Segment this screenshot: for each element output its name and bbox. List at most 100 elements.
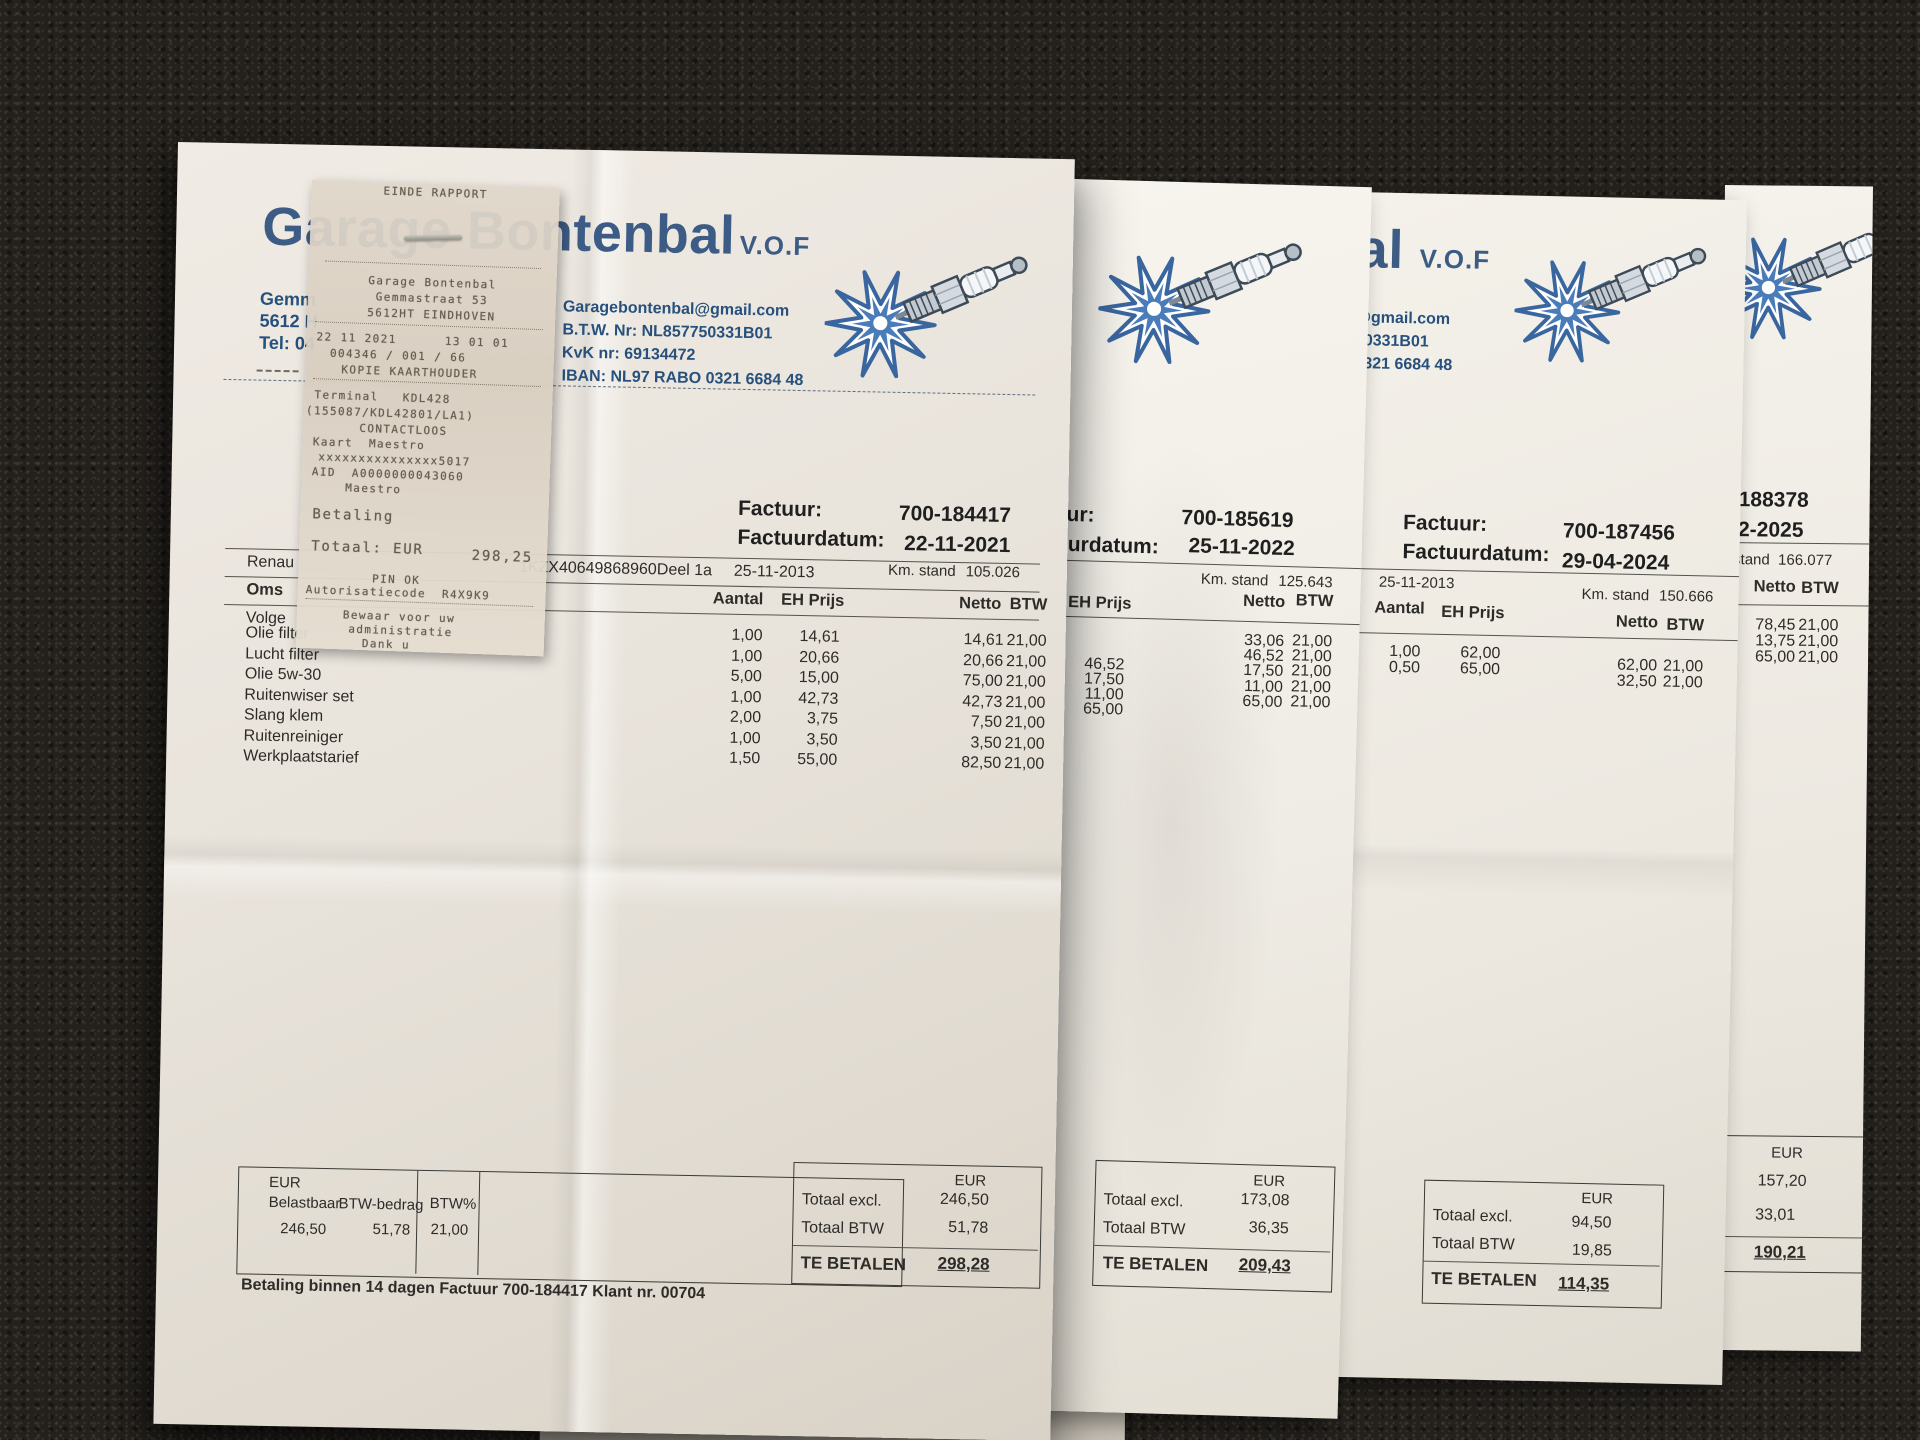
cell-eh: 3,75 <box>806 710 839 728</box>
cell-eh: 42,73 <box>798 690 839 708</box>
cell-netto: 7,50 <box>970 713 1003 731</box>
invoice1-title-suffix: V.O.F <box>739 229 811 262</box>
invoice1-totals-box: EUR Totaal excl. 246,50 Totaal BTW 51,78… <box>791 1162 1043 1289</box>
cell-btw: 21,00 <box>1005 672 1046 691</box>
invoice4-col-btw: BTW <box>1801 578 1839 598</box>
cell-eh: 65,00 <box>1459 660 1501 679</box>
cell-netto: 14,61 <box>963 631 1004 649</box>
payment-receipt: EINDE RAPPORT Garage Bontenbal Gemmastra… <box>295 180 560 657</box>
receipt-terminal: Terminal KDL428 <box>314 388 452 406</box>
rule <box>1720 603 1869 607</box>
invoice3-iban-fragment: 0321 6684 48 <box>1354 355 1453 375</box>
rule <box>1027 614 1360 626</box>
invoice4-row-netto: 65,00 <box>1754 648 1796 666</box>
invoice1-km: Km. stand 105.026 <box>888 562 1020 582</box>
invoice2-km-value: 125.643 <box>1278 572 1333 592</box>
cell-btw: 21,00 <box>1006 631 1047 650</box>
invoice3-email-fragment: @gmail.com <box>1355 309 1451 329</box>
receipt-aid: AID A0000000043060 <box>311 465 465 484</box>
vehicle-date: 25-11-2013 <box>733 562 815 582</box>
rule <box>1423 1260 1660 1267</box>
cell-eh: 20,66 <box>799 649 840 667</box>
vat-belastbaar-value: 246,50 <box>280 1220 327 1239</box>
invoice3-btw-value: 19,85 <box>1571 1241 1613 1260</box>
spark-plug-clipart <box>823 222 1038 387</box>
cell-netto: 3,50 <box>970 734 1002 752</box>
rule <box>792 1245 1038 1251</box>
cell-desc: Ruitenwiser set <box>244 686 354 706</box>
cell-desc: Werkplaatstarief <box>243 747 359 767</box>
invoice3-date2: 25-11-2013 <box>1378 573 1455 593</box>
col-ehprijs: EH Prijs <box>780 590 845 610</box>
cell-desc: Olie 5w-30 <box>244 665 322 684</box>
cell-netto: 32,50 <box>1616 672 1657 691</box>
cell-aantal: 1,00 <box>731 626 763 645</box>
cell-btw: 21,00 <box>1005 652 1047 671</box>
cell-btw: 21,00 <box>1004 713 1046 732</box>
invoice3-currency: EUR <box>1581 1189 1614 1208</box>
invoice1-datum-value: 22-11-2021 <box>903 532 1011 558</box>
cell-aantal: 1,50 <box>728 749 761 768</box>
invoice4-total-btw: 33,01 <box>1755 1206 1796 1224</box>
cell-netto: 82,50 <box>961 754 1002 772</box>
cell-desc: Lucht filter <box>245 645 320 664</box>
invoice4-totals-box: EUR 157,20 33,01 190,21 <box>1712 1134 1873 1274</box>
invoice2-km: Km. stand 125.643 <box>1201 571 1333 592</box>
cell-aantal: 2,00 <box>729 708 762 727</box>
invoice3-col-eh: EH Prijs <box>1441 602 1505 623</box>
invoice1-btw-label: Totaal BTW <box>801 1219 885 1238</box>
invoice4-currency: EUR <box>1771 1144 1803 1162</box>
cell-aantal: 5,00 <box>730 667 763 686</box>
invoice3-btw-label: Totaal BTW <box>1431 1234 1515 1254</box>
cell-eh: 15,00 <box>798 669 839 687</box>
receipt-dank: Dank u <box>361 637 411 652</box>
invoice3-title-suffix: V.O.F <box>1419 243 1491 275</box>
vat-currency: EUR <box>268 1173 301 1192</box>
invoice2-col-netto: Netto <box>1242 591 1286 612</box>
col-omschrijving: Oms <box>246 580 284 600</box>
invoice3-col-netto: Netto <box>1615 612 1659 632</box>
staple <box>404 234 463 241</box>
col-aantal: Aantal <box>712 589 764 609</box>
invoice1-btw-value: 51,78 <box>948 1218 989 1237</box>
invoice2-excl-value: 173,08 <box>1240 1191 1290 1210</box>
vat-btw-bedrag-value: 51,78 <box>372 1220 411 1239</box>
receipt-separator <box>313 378 541 388</box>
invoice2-btw-label: Totaal BTW <box>1102 1219 1186 1239</box>
invoice3-km-label: Km. stand <box>1581 585 1650 605</box>
cell-btw: 21,00 <box>1004 734 1045 753</box>
invoice1-km-label: Km. stand <box>887 561 956 581</box>
receipt-betaling: Betaling <box>312 506 395 526</box>
spark-plug-clipart <box>1513 235 1713 366</box>
invoice2-datum-label-fragment: urdatum: <box>1067 532 1160 559</box>
invoice2-pay-label: TE BETALEN <box>1102 1253 1209 1276</box>
invoice1-pay-value: 298,28 <box>937 1253 990 1274</box>
receipt-kopie: KOPIE KAARTHOUDER <box>341 363 478 381</box>
vat-btw-pct-value: 21,00 <box>430 1221 469 1239</box>
cell-desc: Ruitenreiniger <box>243 727 344 747</box>
invoice2-datum-value: 25-11-2022 <box>1188 534 1296 561</box>
invoice3-excl-label: Totaal excl. <box>1432 1206 1513 1226</box>
invoice2-factuur-label-fragment: ur: <box>1066 502 1095 527</box>
invoice3-col-aantal: Aantal <box>1374 598 1425 618</box>
receipt-total-value: 298,25 <box>471 547 534 566</box>
invoice3-factuur-value: 700-187456 <box>1562 519 1676 545</box>
cell-btw: 21,00 <box>1005 693 1046 712</box>
invoice3-datum-value: 29-04-2024 <box>1561 549 1670 575</box>
invoice2-pay-value: 209,43 <box>1238 1254 1291 1276</box>
vehicle-deel: Deel 1a <box>656 561 713 580</box>
invoice-sheet-1: Garage Bontenbal V.O.F Gemm 5612 H Tel: … <box>153 142 1075 1440</box>
cell-eh: 55,00 <box>797 751 838 769</box>
invoice1-km-value: 105.026 <box>965 563 1021 582</box>
invoice2-km-label: Km. stand <box>1200 570 1269 590</box>
cell-netto: 20,66 <box>962 652 1004 670</box>
cell-netto: 42,73 <box>962 693 1003 711</box>
cell-aantal: 1,00 <box>729 729 761 748</box>
receipt-scheme: Maestro <box>345 481 402 497</box>
cell-ehprijs: 65,00 <box>1082 700 1124 719</box>
invoice-sheet-3: al V.O.F @gmail.com 50331B01 0321 6684 4… <box>1330 192 1747 1385</box>
spark-plug-clipart <box>1097 208 1313 375</box>
invoice2-col-eh: EH Prijs <box>1067 592 1132 613</box>
cell-btw: 21,00 <box>1004 754 1045 773</box>
invoice3-km-value: 150.666 <box>1658 587 1714 606</box>
